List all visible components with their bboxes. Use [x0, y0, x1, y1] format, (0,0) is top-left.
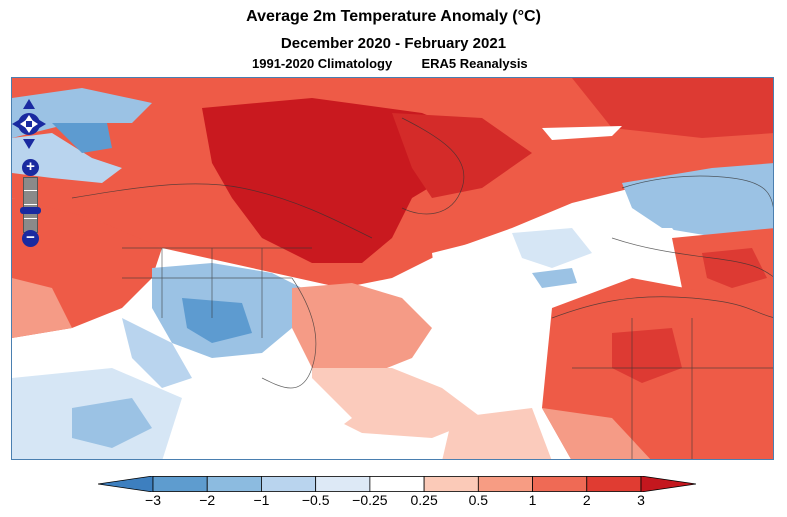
- zoom-slider-track[interactable]: [23, 177, 38, 233]
- anomaly-map[interactable]: [11, 77, 774, 460]
- pan-control-icon[interactable]: [11, 97, 51, 155]
- anomaly-region-west-coast-mild: [12, 278, 72, 338]
- map-title: Average 2m Temperature Anomaly (°C): [246, 8, 541, 25]
- anomaly-region-south-atlantic-mild: [442, 408, 552, 459]
- anomaly-region-alaska-cool: [12, 88, 152, 138]
- colorbar-tick-label: −0.25: [352, 492, 388, 508]
- dataset-label: ERA5 Reanalysis: [421, 56, 528, 71]
- anomaly-region-east-us-warm: [292, 283, 432, 378]
- anomaly-region-mid-atlantic-cool: [512, 228, 592, 268]
- anomaly-region-atlantic-cool-patch: [532, 268, 577, 288]
- anomaly-region-mexico-cool: [122, 318, 192, 388]
- anomaly-region-yukon-cool: [12, 133, 122, 183]
- anomaly-region-greenland-warm: [392, 113, 532, 198]
- colorbar-tick-label: −3: [145, 492, 161, 508]
- colorbar-segment: [315, 476, 371, 492]
- colorbar-segment: [477, 476, 533, 492]
- anomaly-region-caribbean-neutral: [182, 378, 352, 459]
- anomaly-map-canvas: [12, 78, 773, 459]
- zoom-tick: [24, 190, 37, 191]
- colorbar-tick-label: −1: [253, 492, 270, 508]
- climatology-label: 1991-2020 Climatology: [252, 56, 393, 71]
- colorbar-extend-low: [98, 476, 154, 492]
- colorbar-segment: [261, 476, 317, 492]
- anomaly-region-tropical-cool-2: [72, 398, 152, 448]
- zoom-slider-handle[interactable]: [20, 207, 41, 214]
- colorbar-tick-label: 3: [637, 492, 645, 508]
- anomaly-region-west-europe-neutral: [612, 228, 692, 263]
- colorbar-tick-label: −0.5: [301, 492, 330, 508]
- map-period: December 2020 - February 2021: [280, 35, 507, 52]
- colorbar-tick-label: 0.5: [468, 492, 489, 508]
- colorbar-tick-label: 1: [528, 492, 537, 508]
- colorbar-segment: [152, 476, 208, 492]
- zoom-in-button[interactable]: +: [22, 159, 39, 176]
- anomaly-region-texas-strong-cool: [182, 298, 252, 343]
- colorbar-segment: [206, 476, 262, 492]
- colorbar-segment: [532, 476, 588, 492]
- colorbar-segment: [423, 476, 479, 492]
- zoom-tick: [24, 218, 37, 219]
- zoom-out-button[interactable]: −: [22, 230, 39, 247]
- colorbar: [98, 476, 696, 492]
- colorbar-tick-label: 2: [582, 492, 591, 508]
- anomaly-region-atlantic-mild: [312, 368, 482, 438]
- colorbar-tick-label: −2: [199, 492, 216, 508]
- anomaly-region-nw-canada-cool: [52, 123, 112, 153]
- anomaly-region-scandinavia-cool: [622, 163, 773, 238]
- colorbar-segment: [586, 476, 642, 492]
- anomaly-region-sahara-strong: [612, 328, 682, 383]
- zoom-tick: [24, 204, 37, 205]
- anomaly-region-arctic-strong: [572, 78, 773, 138]
- anomaly-region-balkans-strong: [702, 248, 767, 288]
- anomaly-region-greenland-neutral: [542, 126, 622, 140]
- coastlines: [71, 117, 773, 459]
- colorbar-segment: [369, 476, 425, 492]
- colorbar-extend-high: [640, 476, 696, 492]
- map-subtitle: 1991-2020 Climatology ERA5 Reanalysis: [252, 56, 528, 71]
- anomaly-region-west-africa-mild: [542, 408, 651, 459]
- colorbar-tick-label: 0.25: [410, 492, 438, 508]
